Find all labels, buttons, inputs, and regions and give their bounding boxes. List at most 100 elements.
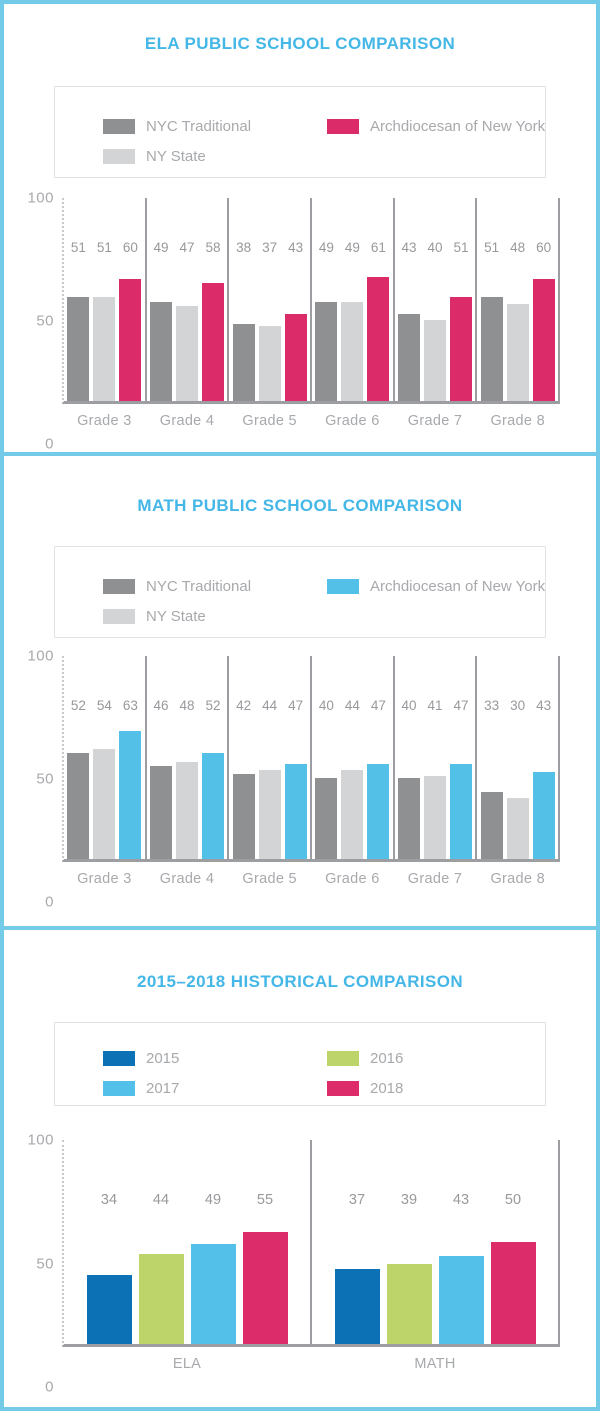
y-axis: 100 50 0 [4, 190, 62, 453]
legend-swatch [103, 608, 135, 624]
legend-column: Archdiocesan of New York [327, 571, 545, 631]
bar-value-label: 37 [262, 240, 278, 255]
legend-item: Archdiocesan of New York [327, 571, 545, 601]
bar-value-label: 43 [288, 240, 304, 255]
category-label: MATH [414, 1356, 456, 1372]
bars [312, 656, 393, 859]
bar-value-label: 51 [453, 240, 469, 255]
bars [395, 198, 476, 401]
bar [258, 769, 281, 859]
legend-swatch [327, 578, 359, 594]
bar-value-label: 40 [401, 698, 417, 713]
bar-value-label: 60 [122, 240, 138, 255]
bar-value-labels: 34 44 49 55 [64, 1192, 310, 1208]
bar-value-labels: 40 41 47 [395, 698, 476, 713]
bar [367, 763, 390, 859]
bar [67, 297, 90, 401]
bar-value-label: 47 [288, 698, 304, 713]
bar-value-label: 55 [256, 1192, 274, 1208]
bar-group: 46 48 52 Grade 4 [147, 656, 230, 887]
bar-value-label: 54 [96, 698, 112, 713]
bar [367, 277, 390, 401]
bar-value-label: 47 [453, 698, 469, 713]
bar-group: 34 44 49 55 ELA [64, 1140, 312, 1372]
legend-column: 2015 2017 [103, 1043, 327, 1103]
bar-value-label: 42 [236, 698, 252, 713]
bar-value-label: 51 [484, 240, 500, 255]
bar-value-label: 39 [400, 1192, 418, 1208]
bar-value-label: 38 [236, 240, 252, 255]
bar [450, 763, 473, 859]
legend: NYC Traditional NY State Archdiocesan of N… [54, 546, 546, 638]
bar-value-label: 51 [96, 240, 112, 255]
category-label: Grade 4 [159, 413, 215, 429]
plot-area: 34 44 49 55 ELA 37 39 43 50 MATH [62, 1140, 560, 1372]
bar-value-label: 52 [205, 698, 221, 713]
bar-group: 38 37 43 Grade 5 [229, 198, 313, 429]
category-label: Grade 3 [77, 413, 132, 429]
bars [64, 656, 145, 859]
bar-value-label: 47 [370, 698, 386, 713]
y-axis-label: 0 [45, 435, 54, 453]
bar [93, 749, 116, 859]
bar-value-label: 60 [536, 240, 552, 255]
y-axis-label: 0 [45, 1378, 54, 1396]
legend: 2015 2017 2016 2018 [54, 1022, 546, 1106]
legend-label: Archdiocesan of New York [370, 577, 546, 595]
bar [284, 763, 307, 859]
bar-value-label: 43 [536, 698, 552, 713]
legend-item: 2016 [327, 1043, 545, 1073]
bar [315, 301, 338, 401]
bar-value-label: 48 [510, 240, 526, 255]
bars [147, 198, 228, 401]
legend-swatch [103, 578, 135, 594]
bar [341, 769, 364, 859]
bar-value-labels: 42 44 47 [229, 698, 310, 713]
bar-value-label: 49 [153, 240, 169, 255]
legend: NYC Traditional NY State Archdiocesan of N… [54, 86, 546, 178]
bar-value-label: 49 [344, 240, 360, 255]
bars [64, 1140, 310, 1344]
bar [284, 313, 307, 401]
bar-value-labels: 52 54 63 [64, 698, 145, 713]
bar-value-label: 30 [510, 698, 526, 713]
bar [315, 777, 338, 859]
legend-label: 2018 [370, 1079, 404, 1097]
y-axis: 100 50 0 [4, 648, 62, 911]
legend-swatch [327, 118, 359, 134]
bar-group: 49 47 58 Grade 4 [147, 198, 230, 429]
bar-value-label: 44 [344, 698, 360, 713]
bar [258, 325, 281, 401]
math-bar-chart: 100 50 0 52 54 63 Grade 3 46 48 52 Grade 4 42 44 47 Gr… [4, 648, 596, 911]
y-axis-label: 100 [27, 1131, 54, 1149]
bar [242, 1231, 288, 1344]
bar [93, 297, 116, 401]
category-label: Grade 3 [77, 871, 132, 887]
legend-item: NY State [103, 601, 327, 631]
legend-swatch [103, 1050, 135, 1066]
y-axis: 100 50 0 [4, 1132, 62, 1396]
chart-title: 2015–2018 HISTORICAL COMPARISON [136, 972, 464, 991]
bar-value-label: 61 [370, 240, 386, 255]
bar [398, 313, 421, 401]
bar [202, 753, 224, 859]
bar-value-label: 40 [318, 698, 334, 713]
bar-group: 40 41 47 Grade 7 [395, 656, 478, 887]
bar-value-label: 46 [153, 698, 169, 713]
bars [147, 656, 228, 859]
bar-group: 51 48 60 Grade 8 [477, 198, 561, 429]
bar-value-labels: 40 44 47 [312, 698, 393, 713]
legend-item: NY State [103, 141, 327, 171]
legend-swatch [103, 1080, 135, 1096]
bars [64, 198, 145, 401]
bar [424, 319, 447, 401]
category-label: Grade 6 [325, 871, 380, 887]
legend-swatch [327, 1080, 359, 1096]
historical-comparison-panel: 2015–2018 HISTORICAL COMPARISON 2015 2017… [0, 926, 600, 1411]
bar-value-label: 33 [484, 698, 500, 713]
category-label: Grade 4 [159, 871, 215, 887]
bar [398, 777, 421, 859]
category-label: Grade 5 [242, 413, 297, 429]
bar-value-label: 37 [348, 1192, 366, 1208]
bar [438, 1256, 484, 1344]
